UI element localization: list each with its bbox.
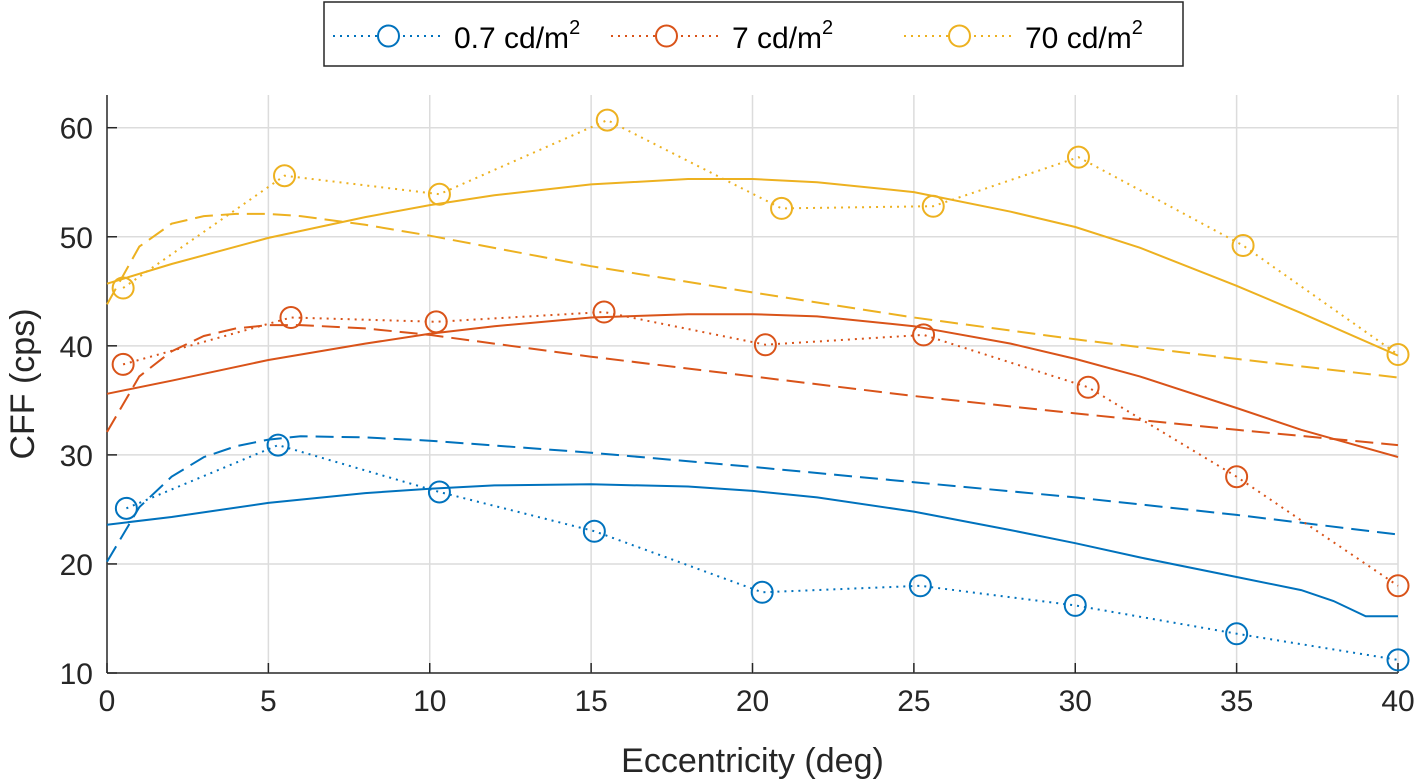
fit-dashed-line	[106, 212, 1399, 379]
legend-label-superscript: 2	[1132, 17, 1143, 39]
legend-item-2: 70 cd/m2	[904, 17, 1143, 55]
series-0	[106, 433, 1410, 672]
fit-solid-line	[106, 483, 1398, 618]
legend-label-text: 0.7 cd/m	[454, 22, 569, 55]
data-point	[921, 194, 945, 218]
x-tick-label: 40	[1381, 685, 1414, 718]
x-tick-label: 30	[1059, 685, 1092, 718]
x-axis-ticks: 0 5 10 15 20 25 30 35 40	[99, 663, 1415, 718]
data-point	[111, 276, 135, 300]
data-point	[266, 433, 290, 457]
legend-label-text: 70 cd/m	[1025, 22, 1132, 55]
fit-dashed-line	[106, 435, 1399, 563]
y-axis-label: CFF (cps)	[4, 308, 42, 459]
legend-marker	[377, 24, 400, 48]
fit-solid-line	[106, 178, 1399, 357]
legend-box	[323, 1, 1184, 67]
y-axis-ticks: 10 20 30 40 50 60	[60, 113, 117, 691]
data-point	[1076, 375, 1100, 399]
legend-label-text: 7 cd/m	[732, 22, 822, 55]
legend: 0.7 cd/m2 7 cd/m2 70 cd/m2	[323, 1, 1184, 67]
fit-solid-line	[106, 313, 1399, 459]
x-axis-label: Eccentricity (deg)	[621, 742, 884, 780]
data-point	[279, 305, 303, 329]
series-group	[106, 108, 1410, 672]
data-point	[273, 164, 297, 188]
data-point	[753, 333, 777, 357]
data-point	[427, 182, 451, 206]
data-point	[114, 496, 138, 520]
y-tick-label: 40	[60, 331, 93, 364]
data-point	[908, 574, 932, 598]
data-point	[427, 480, 451, 504]
y-tick-label: 10	[60, 658, 93, 691]
data-point	[1225, 622, 1249, 646]
data-point	[582, 519, 606, 543]
fit-dashed-line	[106, 324, 1399, 447]
measured-dotted-line	[122, 310, 1399, 587]
data-point	[1066, 145, 1090, 169]
y-tick-label: 20	[60, 549, 93, 582]
grid	[106, 95, 1399, 674]
data-point	[592, 300, 616, 324]
legend-label-superscript: 2	[822, 17, 833, 39]
data-point	[1063, 593, 1087, 617]
x-tick-label: 20	[736, 685, 769, 718]
legend-marker	[655, 24, 678, 48]
x-tick-label: 15	[574, 685, 607, 718]
legend-marker	[948, 24, 971, 48]
y-tick-label: 50	[60, 222, 93, 255]
data-point	[111, 352, 135, 376]
data-point	[770, 196, 794, 220]
legend-label: 0.7 cd/m2	[454, 17, 580, 55]
legend-item-0: 0.7 cd/m2	[333, 17, 580, 55]
x-tick-label: 5	[260, 685, 277, 718]
legend-label: 7 cd/m2	[732, 17, 833, 55]
legend-label: 70 cd/m2	[1025, 17, 1143, 55]
data-point	[595, 108, 619, 132]
y-tick-label: 60	[60, 113, 93, 146]
x-tick-label: 10	[413, 685, 446, 718]
data-point	[1386, 648, 1410, 672]
x-tick-label: 25	[897, 685, 930, 718]
series-2	[106, 108, 1410, 379]
x-tick-label: 0	[99, 685, 116, 718]
x-tick-label: 35	[1220, 685, 1253, 718]
series-1	[106, 300, 1410, 598]
legend-label-superscript: 2	[569, 17, 580, 39]
data-point	[1386, 574, 1410, 598]
data-point	[1225, 465, 1249, 489]
data-point	[912, 323, 936, 347]
data-point	[1231, 233, 1255, 257]
data-point	[1386, 343, 1410, 367]
data-point	[750, 580, 774, 604]
data-point	[424, 310, 448, 334]
y-tick-label: 30	[60, 440, 93, 473]
legend-item-1: 7 cd/m2	[611, 17, 833, 55]
